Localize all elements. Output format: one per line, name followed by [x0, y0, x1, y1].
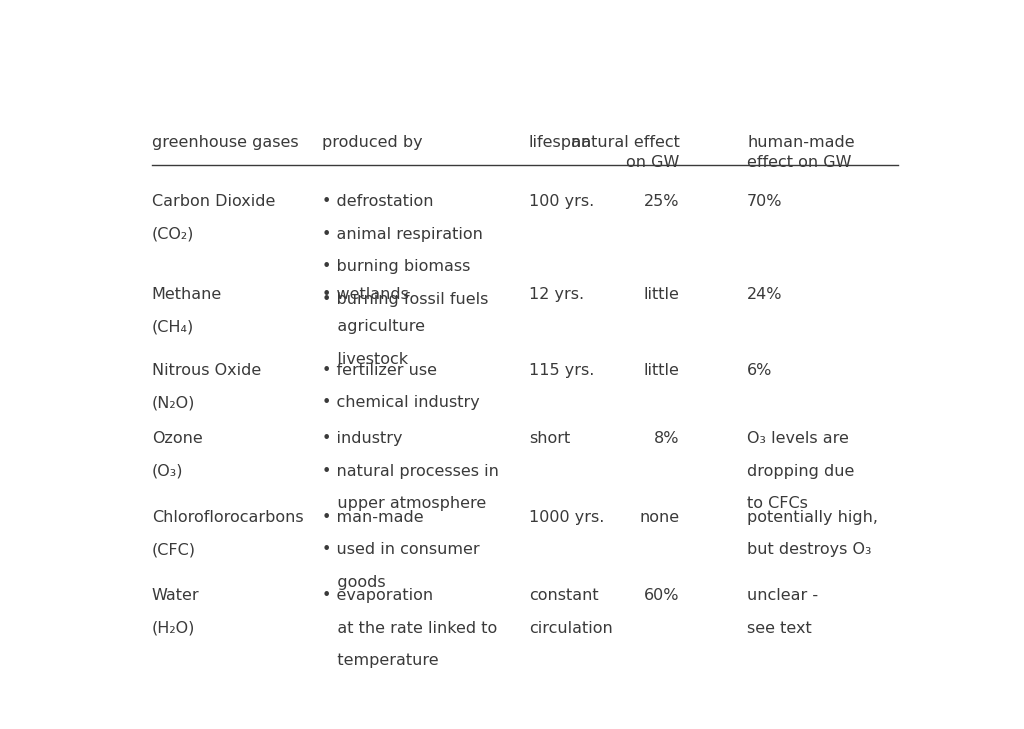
Text: (CO₂): (CO₂)	[152, 227, 195, 242]
Text: O₃ levels are: O₃ levels are	[748, 431, 849, 446]
Text: • used in consumer: • used in consumer	[323, 542, 480, 557]
Text: Carbon Dioxide: Carbon Dioxide	[152, 194, 275, 209]
Text: constant: constant	[528, 588, 598, 603]
Text: 60%: 60%	[644, 588, 680, 603]
Text: circulation: circulation	[528, 621, 612, 636]
Text: to CFCs: to CFCs	[748, 496, 808, 511]
Text: unclear -: unclear -	[748, 588, 818, 603]
Text: • animal respiration: • animal respiration	[323, 227, 483, 242]
Text: • defrostation: • defrostation	[323, 194, 434, 209]
Text: dropping due: dropping due	[748, 464, 854, 478]
Text: Methane: Methane	[152, 286, 222, 302]
Text: 8%: 8%	[654, 431, 680, 446]
Text: 6%: 6%	[748, 362, 772, 378]
Text: • burning fossil fuels: • burning fossil fuels	[323, 292, 488, 307]
Text: (N₂O): (N₂O)	[152, 395, 196, 410]
Text: lifespan: lifespan	[528, 135, 592, 150]
Text: • fertilizer use: • fertilizer use	[323, 362, 437, 378]
Text: Chloroflorocarbons: Chloroflorocarbons	[152, 510, 303, 525]
Text: none: none	[639, 510, 680, 525]
Text: • chemical industry: • chemical industry	[323, 395, 480, 410]
Text: human-made
effect on GW: human-made effect on GW	[748, 135, 855, 170]
Text: 70%: 70%	[748, 194, 782, 209]
Text: little: little	[644, 286, 680, 302]
Text: • natural processes in: • natural processes in	[323, 464, 500, 478]
Text: (O₃): (O₃)	[152, 464, 183, 478]
Text: 115 yrs.: 115 yrs.	[528, 362, 594, 378]
Text: livestock: livestock	[323, 352, 409, 367]
Text: see text: see text	[748, 621, 812, 636]
Text: 12 yrs.: 12 yrs.	[528, 286, 584, 302]
Text: 24%: 24%	[748, 286, 782, 302]
Text: (H₂O): (H₂O)	[152, 621, 196, 636]
Text: but destroys O₃: but destroys O₃	[748, 542, 871, 557]
Text: • man-made: • man-made	[323, 510, 424, 525]
Text: upper atmosphere: upper atmosphere	[323, 496, 486, 511]
Text: • industry: • industry	[323, 431, 402, 446]
Text: 100 yrs.: 100 yrs.	[528, 194, 594, 209]
Text: little: little	[644, 362, 680, 378]
Text: • wetlands: • wetlands	[323, 286, 410, 302]
Text: agriculture: agriculture	[323, 319, 425, 335]
Text: Ozone: Ozone	[152, 431, 203, 446]
Text: Nitrous Oxide: Nitrous Oxide	[152, 362, 261, 378]
Text: 1000 yrs.: 1000 yrs.	[528, 510, 604, 525]
Text: natural effect
on GW: natural effect on GW	[570, 135, 680, 170]
Text: produced by: produced by	[323, 135, 423, 150]
Text: greenhouse gases: greenhouse gases	[152, 135, 298, 150]
Text: Water: Water	[152, 588, 200, 603]
Text: • evaporation: • evaporation	[323, 588, 433, 603]
Text: at the rate linked to: at the rate linked to	[323, 621, 498, 636]
Text: • burning biomass: • burning biomass	[323, 260, 471, 274]
Text: goods: goods	[323, 574, 386, 590]
Text: (CH₄): (CH₄)	[152, 319, 195, 335]
Text: temperature: temperature	[323, 653, 439, 668]
Text: (CFC): (CFC)	[152, 542, 196, 557]
Text: short: short	[528, 431, 570, 446]
Text: 25%: 25%	[644, 194, 680, 209]
Text: potentially high,: potentially high,	[748, 510, 878, 525]
